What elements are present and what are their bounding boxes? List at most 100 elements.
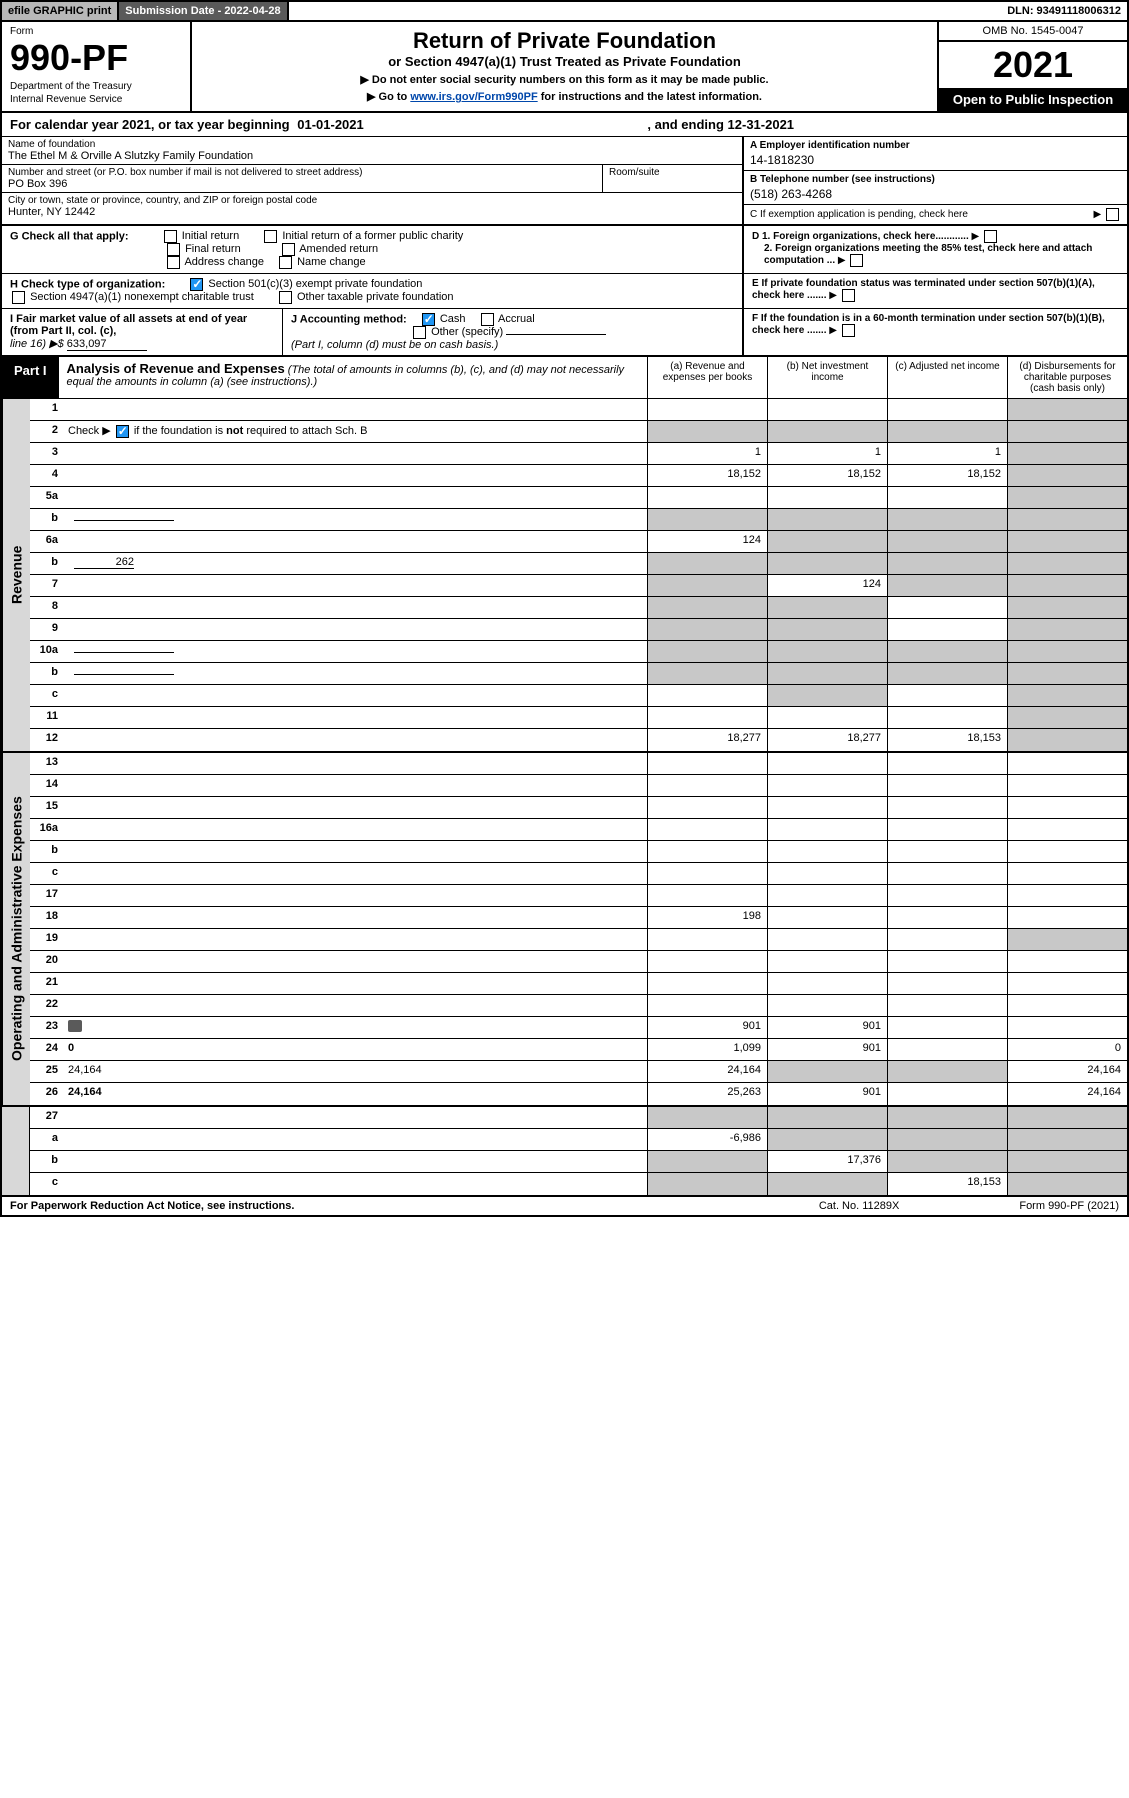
section-i: I Fair market value of all assets at end… (2, 309, 282, 355)
checkbox-4947[interactable] (12, 291, 25, 304)
checkbox-d2[interactable] (850, 254, 863, 267)
checkbox-accrual[interactable] (481, 313, 494, 326)
cell-d (1007, 597, 1127, 618)
cell-b (767, 685, 887, 706)
part1-label: Part I (2, 357, 59, 398)
cell-c (887, 907, 1007, 928)
table-row: 15 (30, 797, 1127, 819)
row-number: 3 (30, 443, 64, 464)
row-description (64, 663, 647, 684)
table-row: 3111 (30, 443, 1127, 465)
cell-a (647, 399, 767, 420)
cell-b (767, 1107, 887, 1128)
table-row: 18198 (30, 907, 1127, 929)
footer-cat: Cat. No. 11289X (819, 1200, 900, 1212)
cell-b (767, 863, 887, 884)
cell-b: 901 (767, 1039, 887, 1060)
footer-left: For Paperwork Reduction Act Notice, see … (10, 1200, 294, 1212)
cell-d (1007, 753, 1127, 774)
cell-b (767, 531, 887, 552)
bottom-table: 27a-6,986b17,376c18,153 (0, 1107, 1129, 1197)
cell-b (767, 663, 887, 684)
cell-c: 18,153 (887, 1173, 1007, 1195)
checkbox-name[interactable] (279, 256, 292, 269)
row-description (64, 465, 647, 486)
row-description (64, 973, 647, 994)
ein-section: A Employer identification number 14-1818… (744, 137, 1127, 171)
row-description: 0 (64, 1039, 647, 1060)
section-h: H Check type of organization: Section 50… (0, 274, 1129, 309)
checkbox-cash[interactable] (422, 313, 435, 326)
table-row: 8 (30, 597, 1127, 619)
cell-c (887, 819, 1007, 840)
cell-d (1007, 663, 1127, 684)
cell-a: 24,164 (647, 1061, 767, 1082)
checkbox-other-tax[interactable] (279, 291, 292, 304)
row-description (64, 863, 647, 884)
checkbox-501c3[interactable] (190, 278, 203, 291)
cell-d (1007, 399, 1127, 420)
part1-header: Part I Analysis of Revenue and Expenses … (0, 357, 1129, 398)
row-description (64, 531, 647, 552)
checkbox-schb[interactable] (116, 425, 129, 438)
checkbox-f[interactable] (842, 324, 855, 337)
row-number: 4 (30, 465, 64, 486)
cell-c (887, 619, 1007, 640)
cell-b (767, 929, 887, 950)
cell-b (767, 619, 887, 640)
table-row: b262 (30, 553, 1127, 575)
cell-a: 25,263 (647, 1083, 767, 1105)
checkbox-c[interactable] (1106, 208, 1119, 221)
table-row: 7124 (30, 575, 1127, 597)
cell-b (767, 885, 887, 906)
cell-a (647, 663, 767, 684)
row-number: c (30, 863, 64, 884)
checkbox-address[interactable] (167, 256, 180, 269)
cell-b: 18,277 (767, 729, 887, 751)
row-number: 18 (30, 907, 64, 928)
cell-d (1007, 995, 1127, 1016)
table-row: b (30, 841, 1127, 863)
checkbox-d1[interactable] (984, 230, 997, 243)
cell-d (1007, 575, 1127, 596)
row-number: 2 (30, 421, 64, 442)
row-description (64, 1107, 647, 1128)
cell-c (887, 509, 1007, 530)
checkbox-other-method[interactable] (413, 326, 426, 339)
cell-a: 18,277 (647, 729, 767, 751)
cell-c (887, 1061, 1007, 1082)
omb-number: OMB No. 1545-0047 (939, 22, 1127, 42)
cell-b: 124 (767, 575, 887, 596)
section-f: F If the foundation is in a 60-month ter… (742, 309, 1127, 355)
checkbox-e[interactable] (842, 289, 855, 302)
row-number: 12 (30, 729, 64, 751)
cell-a (647, 707, 767, 728)
table-row: 16a (30, 819, 1127, 841)
cell-c (887, 399, 1007, 420)
cell-d (1007, 531, 1127, 552)
checkbox-amended[interactable] (282, 243, 295, 256)
form-number: 990-PF (10, 37, 182, 79)
form-link[interactable]: www.irs.gov/Form990PF (410, 91, 537, 103)
checkbox-initial[interactable] (164, 230, 177, 243)
row-description (64, 885, 647, 906)
row-description (64, 399, 647, 420)
table-row: a-6,986 (30, 1129, 1127, 1151)
checkbox-final[interactable] (167, 243, 180, 256)
form-word: Form (10, 26, 182, 37)
cell-d (1007, 797, 1127, 818)
cell-c (887, 775, 1007, 796)
row-description (64, 1129, 647, 1150)
checkbox-initial-former[interactable] (264, 230, 277, 243)
cell-c (887, 575, 1007, 596)
row-number: 26 (30, 1083, 64, 1105)
cell-b (767, 951, 887, 972)
cell-a (647, 509, 767, 530)
cell-c (887, 641, 1007, 662)
form-subtitle: or Section 4947(a)(1) Trust Treated as P… (200, 54, 929, 69)
cell-d (1007, 951, 1127, 972)
cell-d (1007, 685, 1127, 706)
table-row: c18,153 (30, 1173, 1127, 1195)
street-value: PO Box 396 (8, 178, 596, 190)
cell-a (647, 753, 767, 774)
